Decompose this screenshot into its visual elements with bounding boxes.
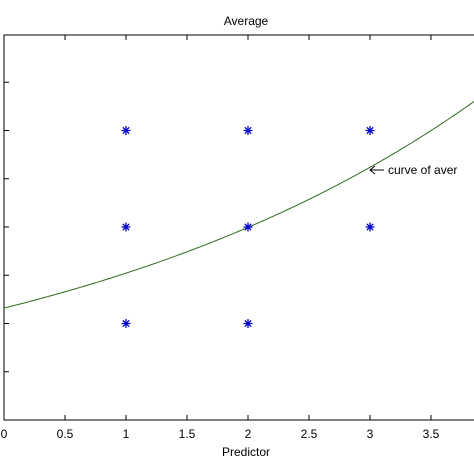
ticks — [3, 35, 432, 420]
data-point-marker — [365, 126, 375, 135]
x-tick-labels: 0 0.5 1 1.5 2 2.5 3 3.5 — [1, 427, 440, 441]
x-tick-label: 3 — [367, 427, 374, 441]
data-point-marker — [365, 222, 375, 232]
x-tick-label: 0 — [1, 427, 8, 441]
data-point-marker — [243, 222, 253, 232]
x-tick-label: 2 — [245, 427, 252, 441]
annotation-arrow — [369, 165, 384, 175]
x-tick-label: 3.5 — [423, 427, 440, 441]
data-point-marker — [121, 126, 131, 135]
x-tick-label: 2.5 — [301, 427, 318, 441]
annotation-label: curve of aver — [388, 163, 457, 177]
data-point-marker — [243, 319, 253, 328]
curve-annotation: curve of aver — [369, 163, 457, 177]
data-point-marker — [243, 126, 253, 135]
markers — [121, 126, 375, 328]
x-tick-label: 1 — [123, 427, 130, 441]
data-point-marker — [121, 319, 131, 328]
data-point-marker — [121, 222, 131, 232]
x-axis-label: Predictor — [222, 445, 270, 459]
x-tick-label: 1.5 — [179, 427, 196, 441]
x-tick-label: 0.5 — [57, 427, 74, 441]
plot-area: curve of aver — [3, 34, 474, 421]
chart-title: Average — [224, 14, 269, 28]
